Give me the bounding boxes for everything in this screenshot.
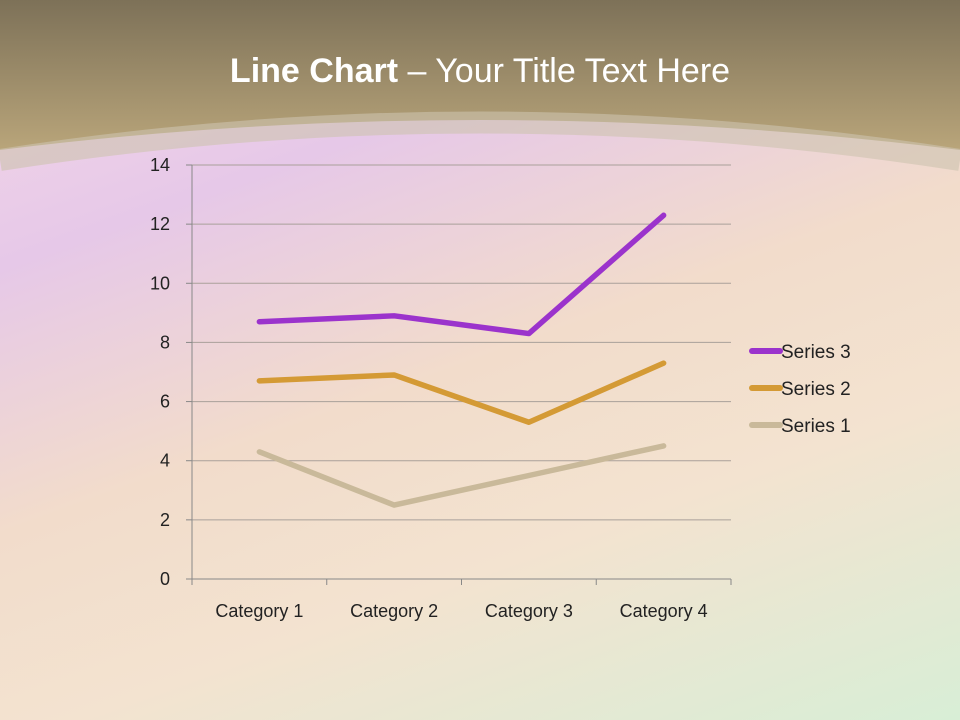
y-tick-label: 0 [160, 569, 170, 589]
y-tick-label: 10 [150, 273, 170, 293]
header-band [0, 0, 960, 150]
title-rest: – Your Title Text Here [398, 52, 731, 90]
x-tick-label: Category 3 [485, 601, 573, 621]
x-tick-label: Category 2 [350, 601, 438, 621]
legend-label: Series 3 [781, 342, 851, 363]
title-bold: Line Chart [229, 52, 399, 90]
y-tick-label: 4 [160, 451, 170, 471]
x-tick-label: Category 1 [215, 601, 303, 621]
series-line-3 [256, 212, 667, 337]
decorative-arc [0, 111, 960, 171]
legend-label: Series 2 [781, 379, 851, 400]
series-line-2 [256, 360, 667, 426]
series-line-1 [256, 443, 667, 508]
y-tick-label: 2 [160, 510, 170, 530]
y-tick-label: 12 [150, 214, 170, 234]
y-tick-label: 14 [150, 155, 170, 175]
y-tick-label: 8 [160, 332, 170, 352]
slide-title: Line Chart – Your Title Text Here [0, 52, 960, 91]
y-tick-label: 6 [160, 392, 170, 412]
legend-label: Series 1 [781, 416, 851, 437]
x-tick-label: Category 4 [620, 601, 708, 621]
